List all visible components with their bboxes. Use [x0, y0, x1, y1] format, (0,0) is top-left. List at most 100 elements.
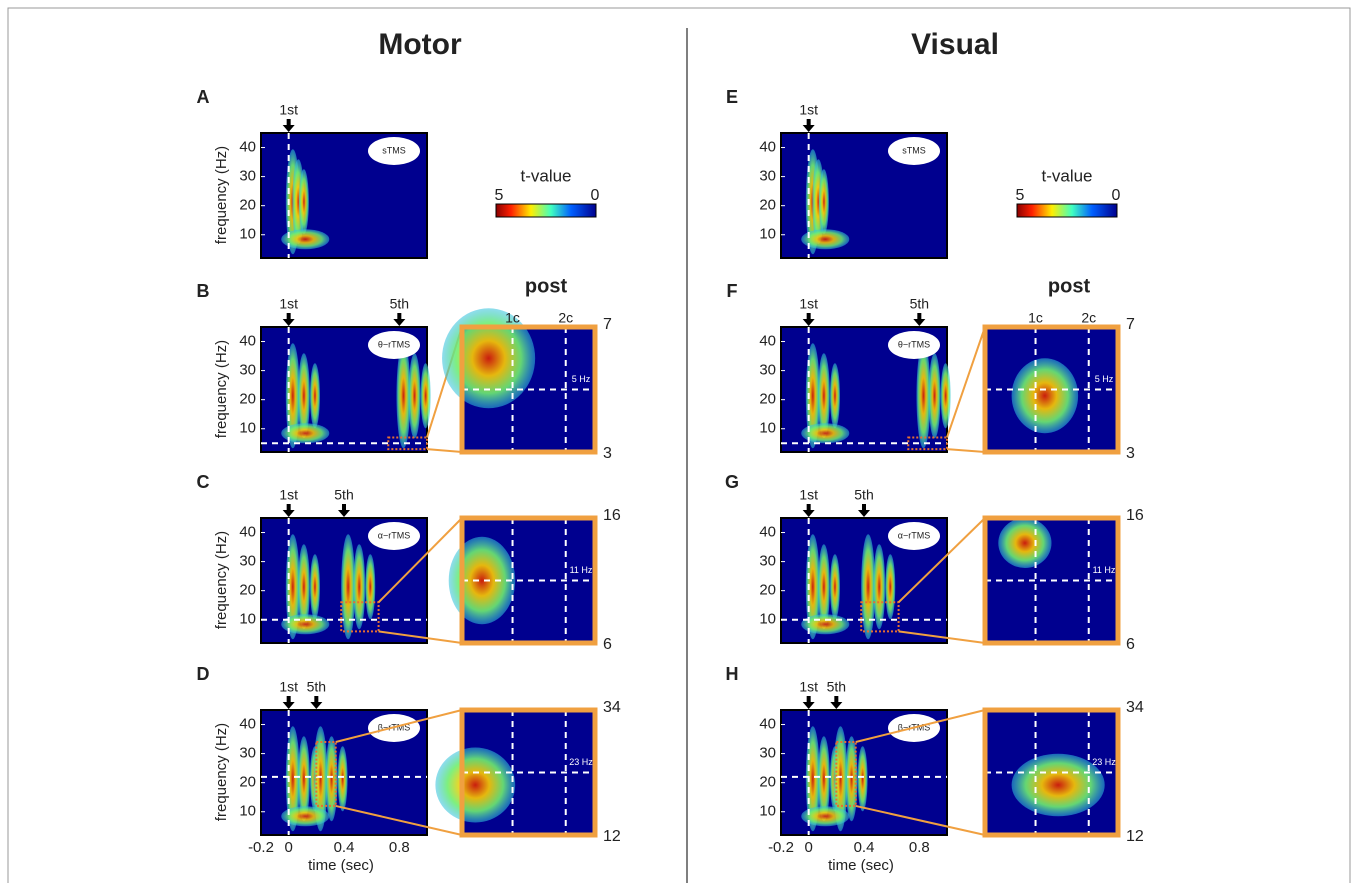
y-tick-label: 20 — [759, 197, 776, 214]
marker-label: 5th — [854, 487, 873, 503]
stim-label: α−rTMS — [378, 530, 410, 540]
zoom-connector — [947, 327, 985, 437]
marker-arrow — [858, 504, 870, 517]
panel-letter: H — [726, 664, 739, 684]
panel-letter: F — [727, 281, 738, 301]
marker-label: 1st — [279, 487, 298, 503]
x-tick-label: 0.8 — [389, 839, 410, 856]
activity — [396, 343, 410, 448]
column-title: Motor — [378, 28, 462, 61]
y-tick-label: 30 — [759, 168, 776, 185]
y-tick-label: 10 — [239, 803, 256, 820]
cycle-label: 2c — [1081, 310, 1096, 326]
y-tick-label: 10 — [239, 611, 256, 628]
activity — [341, 534, 355, 639]
zoom-bottom: 3 — [603, 445, 612, 462]
y-tick-label: 30 — [239, 553, 256, 570]
y-tick-label: 30 — [759, 745, 776, 762]
activity — [299, 169, 309, 234]
column-title: Visual — [911, 28, 999, 61]
post-label: post — [1048, 275, 1091, 297]
activity — [353, 544, 365, 629]
marker-label: 5th — [307, 679, 326, 695]
marker-arrow — [283, 504, 295, 517]
zoom-top: 7 — [1126, 316, 1135, 333]
activity — [1012, 754, 1105, 817]
activity — [916, 343, 930, 448]
activity — [1012, 358, 1079, 433]
stim-label: sTMS — [382, 145, 406, 155]
x-axis-label: time (sec) — [308, 857, 374, 874]
activity — [409, 353, 421, 438]
marker-arrow — [338, 504, 350, 517]
y-tick-label: 10 — [759, 226, 776, 243]
marker-arrow — [283, 696, 295, 709]
y-tick-label: 20 — [239, 391, 256, 408]
zoom-top: 34 — [603, 699, 621, 716]
y-tick-label: 40 — [239, 524, 256, 541]
activity — [310, 363, 320, 428]
activity — [338, 746, 348, 811]
zoom-top: 16 — [1126, 507, 1144, 524]
panel-letter: C — [197, 472, 210, 492]
y-axis-label: frequency (Hz) — [213, 723, 230, 821]
colorbar-label: 5 — [1016, 187, 1025, 204]
activity — [310, 554, 320, 619]
x-tick-label: 0.4 — [854, 839, 875, 856]
colorbar-label: 5 — [495, 187, 504, 204]
activity — [885, 554, 895, 619]
cycle-label: 1c — [1028, 310, 1043, 326]
zoom-top: 7 — [603, 316, 612, 333]
activity — [830, 554, 840, 619]
zoom-bottom: 6 — [1126, 636, 1135, 653]
marker-arrow — [913, 313, 925, 326]
x-tick-label: 0 — [284, 839, 292, 856]
y-tick-label: 20 — [759, 774, 776, 791]
stim-label: α−rTMS — [898, 530, 930, 540]
colorbar — [496, 204, 596, 217]
marker-arrow — [283, 119, 295, 132]
cycle-label: 1c — [505, 310, 520, 326]
y-tick-label: 30 — [239, 168, 256, 185]
y-tick-label: 10 — [759, 803, 776, 820]
marker-arrow — [283, 313, 295, 326]
marker-arrow — [803, 119, 815, 132]
activity — [941, 363, 951, 428]
marker-arrow — [830, 696, 842, 709]
marker-label: 5th — [910, 296, 929, 312]
freq-label: 5 Hz — [1095, 374, 1114, 384]
panel-letter: B — [197, 281, 210, 301]
x-axis-label: time (sec) — [828, 857, 894, 874]
colorbar — [1017, 204, 1117, 217]
y-tick-label: 10 — [759, 611, 776, 628]
x-tick-label: 0.8 — [909, 839, 930, 856]
y-axis-label: frequency (Hz) — [213, 531, 230, 629]
activity — [929, 353, 941, 438]
marker-arrow — [803, 696, 815, 709]
marker-label: 1st — [799, 296, 818, 312]
zoom-top: 34 — [1126, 699, 1144, 716]
y-tick-label: 20 — [239, 197, 256, 214]
freq-label: 23 Hz — [1092, 757, 1116, 767]
x-tick-label: -0.2 — [768, 839, 794, 856]
freq-label: 11 Hz — [570, 565, 593, 575]
y-tick-label: 30 — [239, 362, 256, 379]
zoom-connector — [947, 449, 985, 452]
y-tick-label: 30 — [239, 745, 256, 762]
activity — [449, 537, 516, 625]
freq-label: 5 Hz — [572, 374, 591, 384]
y-axis-label: frequency (Hz) — [213, 340, 230, 438]
y-tick-label: 40 — [239, 139, 256, 156]
zoom-bottom: 12 — [1126, 828, 1144, 845]
marker-label: 1st — [799, 102, 818, 118]
activity — [858, 746, 868, 811]
cycle-label: 2c — [558, 310, 573, 326]
freq-label: 11 Hz — [1093, 565, 1116, 575]
activity — [998, 518, 1051, 568]
y-tick-label: 40 — [759, 524, 776, 541]
marker-arrow — [803, 504, 815, 517]
y-tick-label: 40 — [239, 716, 256, 733]
zoom-bottom: 12 — [603, 828, 621, 845]
stim-label: sTMS — [902, 145, 926, 155]
marker-label: 1st — [799, 487, 818, 503]
